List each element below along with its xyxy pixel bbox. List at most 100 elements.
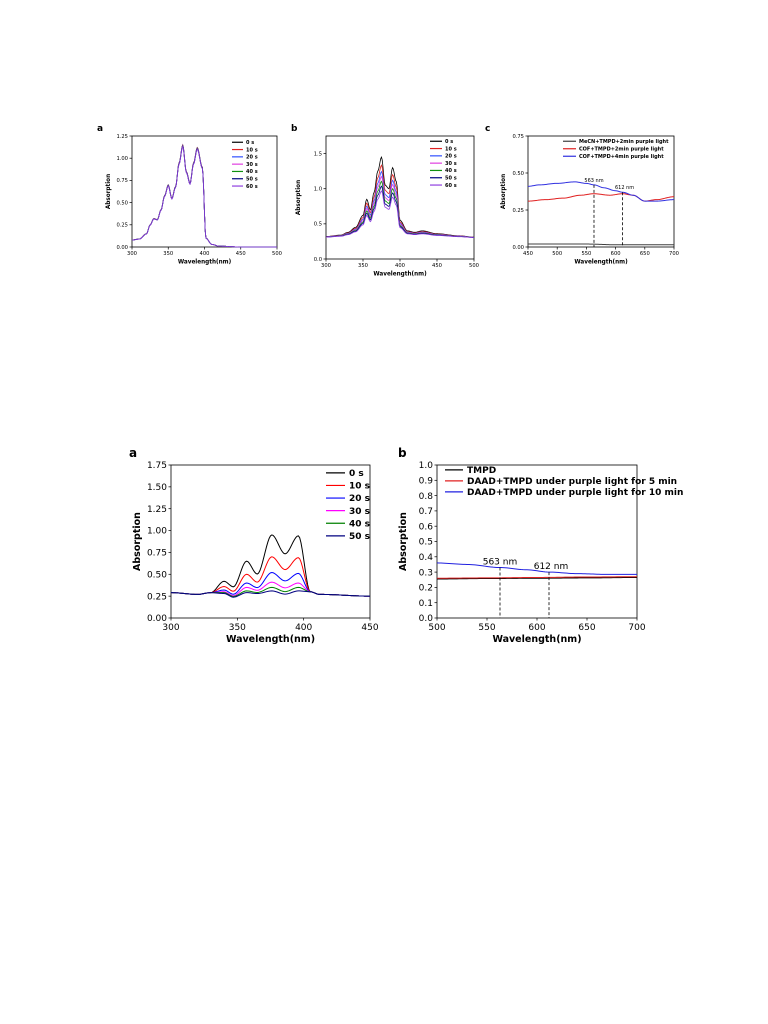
y-tick-label: 1.00 (147, 527, 167, 537)
y-tick-label: 0.3 (419, 568, 433, 578)
panel-label: a (97, 124, 103, 134)
x-tick-label: 650 (640, 251, 650, 257)
y-tick-label: 0.1 (419, 599, 433, 609)
legend-label: 20 s (349, 494, 370, 504)
y-tick-label: 1.0 (314, 187, 322, 193)
y-tick-label: 0.50 (116, 200, 128, 206)
legend-label: 60 s (246, 184, 258, 190)
y-tick-label: 0.25 (147, 592, 167, 602)
panel-label: a (129, 446, 137, 460)
series-line (326, 185, 474, 238)
y-tick-label: 0.8 (419, 492, 434, 502)
legend-label: 30 s (349, 507, 370, 517)
x-tick-label: 450 (361, 623, 378, 633)
legend-label: 40 s (445, 168, 457, 174)
x-tick-label: 700 (628, 623, 645, 633)
legend-label: 10 s (445, 146, 457, 152)
x-tick-label: 500 (272, 251, 282, 257)
plot-area (436, 562, 637, 580)
y-axis-label: Absorption (106, 174, 112, 209)
chart-panel-2: c 450 500 550 600 650 700 0.00 0.25 0.50 0.75 Wavel… (485, 124, 679, 265)
annotation-label: 563 nm (584, 178, 603, 184)
legend-label: 0 s (349, 469, 364, 479)
series-line (436, 562, 637, 575)
plot-area (325, 155, 475, 238)
legend-label: MeCN+TMPD+2min purple light (579, 139, 669, 145)
legend-label: 20 s (445, 154, 457, 160)
series-line (437, 576, 637, 579)
y-tick-label: 0.25 (512, 208, 524, 214)
y-tick-label: 1.5 (314, 151, 322, 157)
y-tick-label: 0.7 (419, 507, 433, 517)
legend-label: 50 s (445, 176, 457, 182)
annotation-label: 612 nm (615, 185, 634, 191)
legend-label: DAAD+TMPD under purple light for 5 min (467, 477, 677, 487)
y-tick-label: 0.2 (419, 584, 433, 594)
legend-label: 60 s (445, 183, 457, 189)
panel-label: c (485, 124, 490, 134)
y-tick-label: 1.25 (147, 505, 167, 515)
legend-label: 40 s (349, 519, 370, 529)
plot-area (170, 534, 370, 598)
legend-label: 30 s (246, 162, 258, 168)
x-tick-label: 400 (295, 623, 312, 633)
x-tick-label: 500 (552, 251, 562, 257)
x-tick-label: 500 (469, 263, 479, 269)
series-line (325, 180, 474, 238)
legend-label: COF+TMPD+2min purple light (579, 147, 664, 153)
x-axis-label: Wavelength(nm) (574, 259, 628, 265)
y-tick-label: 0.00 (512, 245, 524, 251)
x-tick-label: 350 (163, 251, 173, 257)
y-tick-label: 0.75 (512, 134, 524, 140)
series-line (170, 556, 370, 597)
series-line (170, 572, 370, 597)
y-tick-label: 0.50 (512, 171, 524, 177)
x-tick-label: 550 (478, 623, 495, 633)
y-axis-label: Absorption (132, 512, 143, 571)
chart-panel-0: a 300 350 400 450 500 0.00 0.25 0.50 0.75 1.00 1.25… (97, 124, 282, 265)
y-tick-label: 0.0 (419, 614, 434, 624)
legend-label: 30 s (445, 161, 457, 167)
y-axis-label: Absorption (501, 174, 507, 209)
y-tick-label: 0.6 (419, 522, 434, 532)
y-tick-label: 0.5 (314, 222, 322, 228)
y-tick-label: 1.50 (147, 483, 167, 493)
x-tick-label: 450 (432, 263, 442, 269)
series-line (325, 190, 475, 238)
x-tick-label: 700 (669, 251, 679, 257)
x-tick-label: 350 (358, 263, 368, 269)
y-tick-label: 0.4 (419, 553, 434, 563)
y-tick-label: 1.25 (116, 134, 128, 140)
legend-label: 0 s (246, 140, 254, 146)
x-tick-label: 450 (236, 251, 246, 257)
y-tick-label: 0.75 (116, 178, 128, 184)
legend-label: 50 s (349, 532, 370, 542)
legend-label: 20 s (246, 155, 258, 161)
y-tick-label: 0.00 (116, 245, 128, 251)
x-tick-label: 450 (523, 251, 533, 257)
plot-frame (170, 464, 371, 619)
chart-panel-4: b 500 550 600 650 700 0.0 0.1 0.2 0.3 0.4 0.5 0.6 0.7… (398, 446, 683, 645)
x-tick-label: 400 (200, 251, 210, 257)
x-tick-label: 300 (162, 623, 179, 633)
chart-panel-1: b 300 350 400 450 500 0.0 0.5 1.0 1.5 Wavelength(n… (291, 124, 479, 277)
panel-label: b (398, 446, 407, 460)
y-tick-label: 0.25 (116, 223, 128, 229)
plot-area (527, 181, 675, 246)
legend-label: 10 s (246, 147, 258, 153)
y-tick-label: 0.0 (314, 257, 322, 263)
y-tick-label: 0.75 (147, 549, 167, 559)
y-tick-label: 0.9 (419, 476, 434, 486)
panel-label: b (291, 124, 298, 134)
series-line (528, 243, 674, 246)
x-tick-label: 500 (428, 623, 445, 633)
plot-frame (527, 135, 675, 248)
x-tick-label: 600 (611, 251, 621, 257)
x-tick-label: 650 (578, 623, 595, 633)
y-tick-label: 1.00 (116, 156, 128, 162)
series-line (131, 145, 277, 248)
legend-label: 0 s (445, 139, 453, 145)
series-line (527, 181, 675, 202)
plot-area (131, 143, 277, 248)
annotation-label: 563 nm (483, 558, 518, 568)
